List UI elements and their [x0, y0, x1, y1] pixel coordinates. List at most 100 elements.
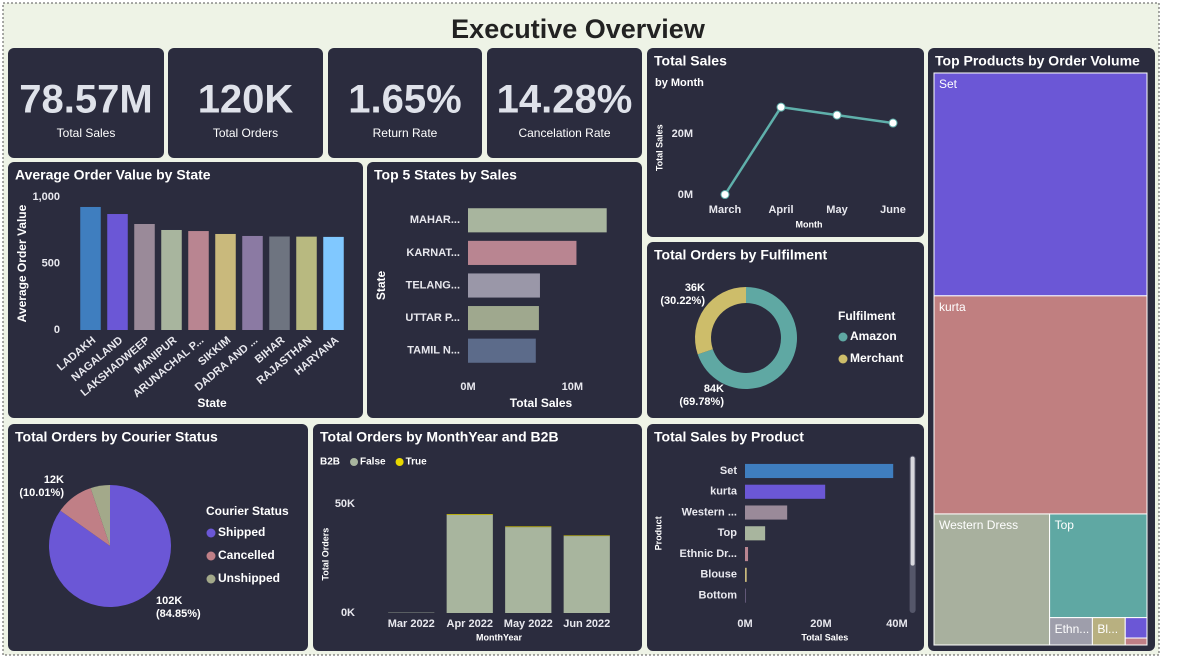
scrollbar-thumb — [910, 456, 915, 566]
bar — [745, 484, 826, 499]
x-axis-title: MonthYear — [476, 632, 523, 642]
point — [832, 110, 842, 120]
y-tick-label: UTTAR P... — [405, 312, 460, 324]
legend-label: Cancelled — [218, 548, 275, 562]
bar — [161, 229, 182, 330]
x-tick-label: May 2022 — [504, 618, 553, 630]
y-tick-label: 0 — [54, 324, 60, 336]
slice — [49, 485, 172, 607]
legend-swatch — [350, 458, 359, 466]
x-tick-label: March — [709, 204, 742, 216]
page-title: Executive Overview — [451, 14, 706, 44]
point — [720, 190, 730, 200]
tile-label: Bl... — [1097, 622, 1118, 636]
bar-segment — [563, 535, 610, 537]
y-tick-label: TAMIL N... — [407, 345, 460, 357]
y-axis-title: Average Order Value — [15, 204, 29, 322]
x-tick-label: May — [826, 204, 848, 216]
data-label: (84.85%) — [156, 608, 201, 620]
x-tick-label: 0M — [737, 618, 752, 630]
panel-title: Total Orders by MonthYear and B2B — [320, 429, 559, 445]
x-tick-label: April — [768, 204, 793, 216]
legend-swatch — [395, 458, 404, 466]
x-axis-title: State — [197, 396, 227, 410]
kpi-label: Total Orders — [213, 126, 278, 140]
data-label: 36K — [685, 282, 705, 294]
kpi-card — [328, 48, 482, 158]
legend-label: Unshipped — [218, 571, 280, 585]
treemap-tile — [1049, 513, 1148, 619]
slice — [60, 488, 110, 546]
bar — [745, 463, 894, 479]
y-tick-label: 0K — [341, 607, 355, 619]
line — [723, 105, 894, 196]
treemap-tile — [933, 295, 1148, 515]
tile-label: Western Dress — [939, 518, 1018, 532]
bar — [745, 547, 749, 562]
x-tick-label: 20M — [810, 618, 831, 630]
legend-swatch — [838, 332, 848, 342]
tile-label: Top — [1055, 518, 1075, 532]
kpi-label: Total Sales — [57, 126, 116, 140]
y-tick-label: Top — [718, 527, 738, 539]
bar — [468, 273, 540, 298]
panel-title: Total Orders by Courier Status — [15, 429, 218, 445]
x-tick-label: 0M — [460, 381, 475, 393]
bar — [242, 235, 263, 330]
data-label: (69.78%) — [679, 396, 724, 408]
treemap-tile — [1124, 617, 1148, 639]
tile-label: Set — [939, 77, 958, 91]
panel-title: Total Orders by Fulfilment — [654, 247, 828, 263]
slice — [694, 287, 746, 355]
x-tick-label: June — [880, 204, 906, 216]
kpi-card — [8, 48, 164, 158]
legend-label: Shipped — [218, 525, 265, 539]
kpi-value: 78.57M — [19, 78, 152, 122]
data-label: 12K — [44, 474, 64, 486]
data-label: (30.22%) — [660, 295, 705, 307]
treemap-tile — [1091, 617, 1126, 646]
kpi-label: Return Rate — [373, 126, 438, 140]
kpi-label: Cancelation Rate — [518, 126, 610, 140]
y-tick-label: kurta — [710, 486, 738, 498]
y-axis-title: Product — [653, 516, 663, 550]
y-tick-label: 50K — [335, 498, 355, 510]
slice — [697, 287, 798, 390]
point — [776, 102, 786, 112]
panel-title: Top 5 States by Sales — [374, 167, 517, 183]
bar — [134, 223, 155, 330]
kpi-value: 14.28% — [497, 78, 633, 122]
bar — [468, 240, 577, 265]
y-axis-title: Total Sales — [654, 124, 664, 171]
bar — [468, 208, 607, 233]
panel-title: Total Sales — [654, 53, 727, 69]
bar — [745, 526, 766, 541]
legend-label: False — [360, 457, 386, 468]
y-tick-label: 20M — [672, 128, 693, 140]
y-tick-label: Bottom — [699, 590, 738, 602]
y-tick-label: 1,000 — [32, 191, 60, 203]
x-tick-label: Jun 2022 — [563, 618, 610, 630]
y-tick-label: 0M — [678, 189, 693, 201]
legend-title: Courier Status — [206, 504, 289, 518]
legend-swatch — [206, 574, 216, 584]
x-axis-title: Total Sales — [801, 632, 848, 642]
y-tick-label: 500 — [42, 257, 60, 269]
kpi-value: 1.65% — [348, 78, 461, 122]
panel-title: Total Sales by Product — [654, 429, 804, 445]
treemap-tile — [933, 513, 1051, 646]
treemap-tile — [1124, 637, 1148, 646]
legend-title: B2B — [320, 457, 340, 468]
bar-segment — [505, 526, 552, 528]
bar — [215, 233, 236, 330]
point — [888, 118, 898, 128]
bar-segment — [446, 514, 493, 515]
y-tick-label: Blouse — [700, 569, 737, 581]
bar — [745, 505, 788, 520]
bar — [269, 236, 290, 330]
tile-label: Ethn... — [1055, 622, 1090, 636]
data-label: (10.01%) — [19, 487, 64, 499]
y-tick-label: Set — [720, 465, 737, 477]
y-tick-label: Ethnic Dr... — [680, 548, 737, 560]
